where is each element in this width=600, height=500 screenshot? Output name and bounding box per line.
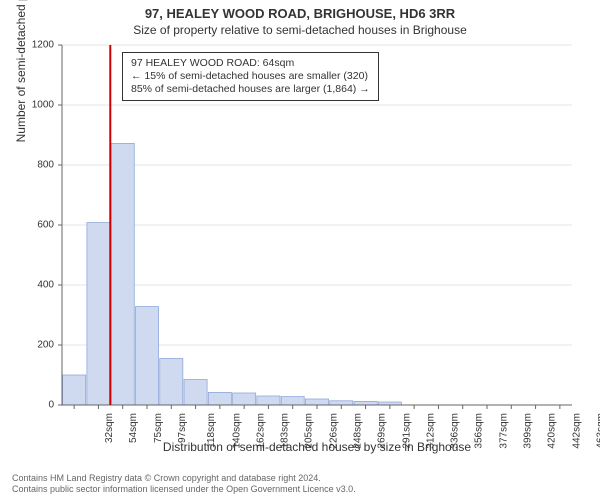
info-box: 97 HEALEY WOOD ROAD: 64sqm ← 15% of semi… — [122, 52, 379, 101]
y-tick-label: 1200 — [24, 40, 54, 51]
x-tick-label: 32sqm — [104, 413, 115, 443]
chart-container: 97, HEALEY WOOD ROAD, BRIGHOUSE, HD6 3RR… — [0, 0, 600, 500]
info-line-2: ← 15% of semi-detached houses are smalle… — [131, 70, 370, 83]
y-tick-label: 0 — [24, 400, 54, 411]
x-tick-label: 442sqm — [571, 413, 582, 449]
x-tick-label: 463sqm — [595, 413, 600, 449]
y-axis-label: Number of semi-detached properties — [14, 0, 28, 225]
y-tick-label: 1000 — [24, 100, 54, 111]
plot-area: 97 HEALEY WOOD ROAD: 64sqm ← 15% of semi… — [62, 45, 572, 405]
info-line-3: 85% of semi-detached houses are larger (… — [131, 83, 370, 96]
y-tick-label: 600 — [24, 220, 54, 231]
y-tick-label: 200 — [24, 340, 54, 351]
info-line-1: 97 HEALEY WOOD ROAD: 64sqm — [131, 57, 370, 70]
x-tick-label: 75sqm — [153, 413, 164, 443]
footer: Contains HM Land Registry data © Crown c… — [12, 473, 356, 494]
y-tick-label: 400 — [24, 280, 54, 291]
x-tick-label: 54sqm — [128, 413, 139, 443]
chart-subtitle: Size of property relative to semi-detach… — [0, 21, 600, 37]
footer-line-1: Contains HM Land Registry data © Crown c… — [12, 473, 356, 483]
y-tick-label: 800 — [24, 160, 54, 171]
chart-title: 97, HEALEY WOOD ROAD, BRIGHOUSE, HD6 3RR — [0, 0, 600, 21]
x-axis-label: Distribution of semi-detached houses by … — [62, 440, 572, 454]
x-tick-label: 97sqm — [177, 413, 188, 443]
footer-line-2: Contains public sector information licen… — [12, 484, 356, 494]
